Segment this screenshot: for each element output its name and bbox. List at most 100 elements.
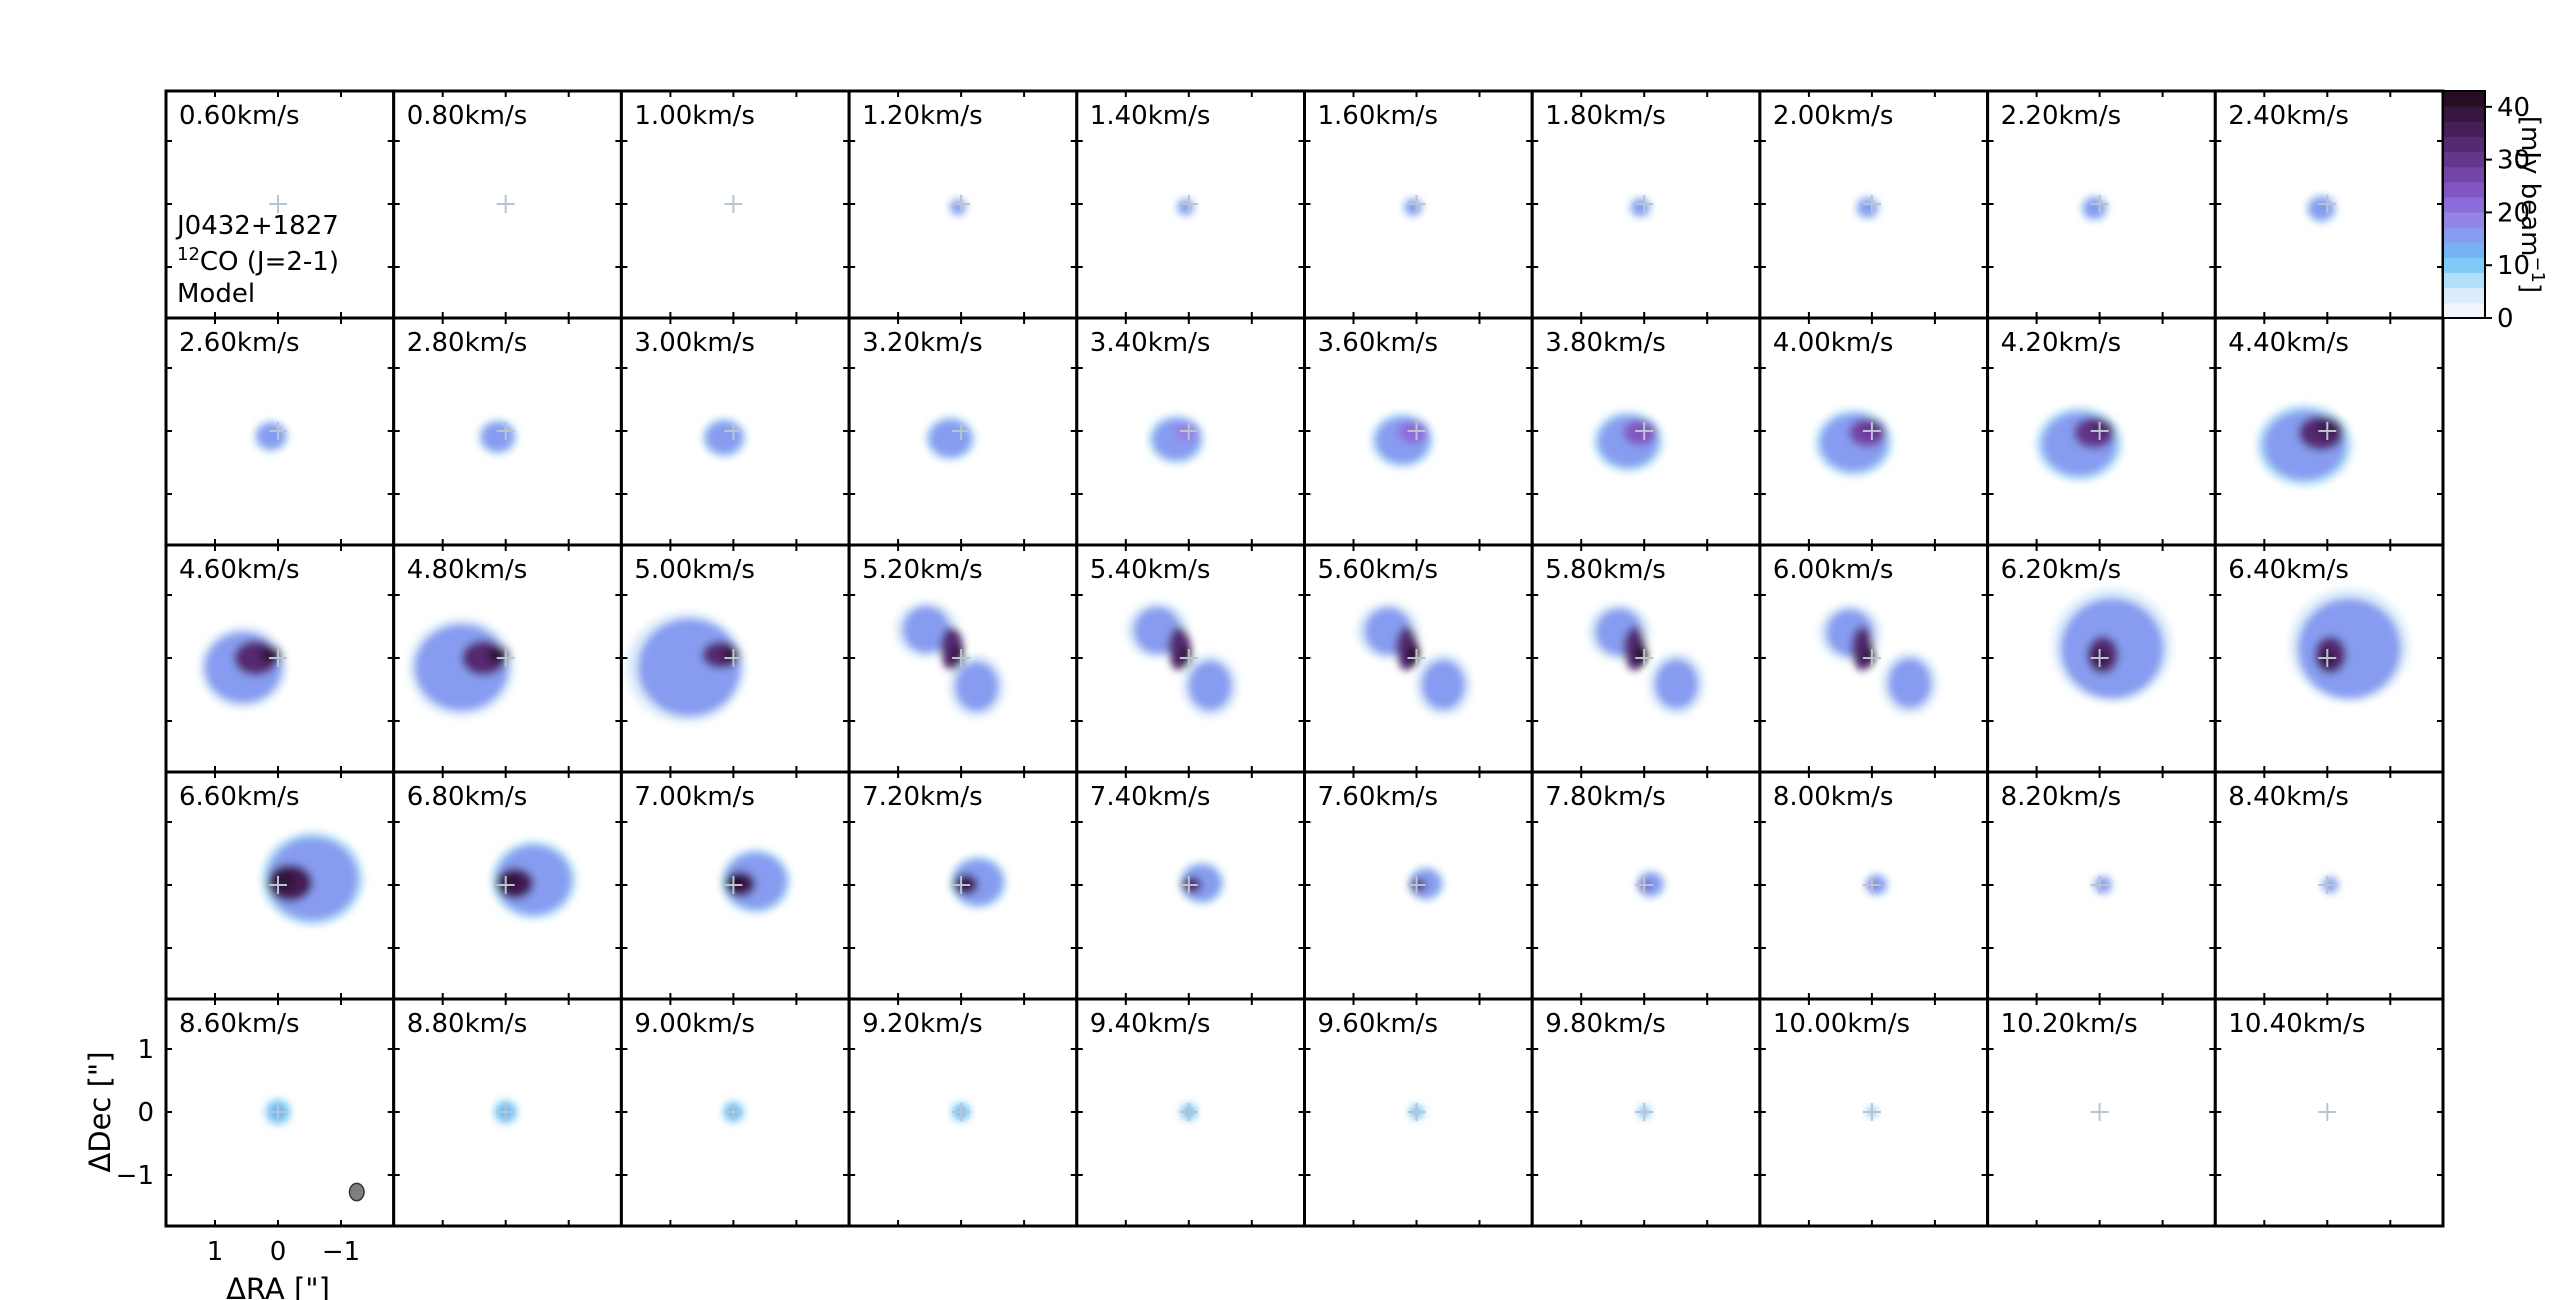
phase-center-marker [269, 649, 287, 667]
colorbar-label-superscript: −1 [2527, 256, 2548, 283]
colorbar-segment [2443, 227, 2485, 243]
line-isotope-superscript: 12 [177, 244, 200, 265]
phase-center-marker [1179, 649, 1198, 667]
channel-velocity-label: 1.00km/s [634, 101, 755, 131]
channel-panel: 7.80km/s [1530, 770, 1762, 1001]
phase-center-marker [1179, 876, 1198, 894]
channel-panel: 4.60km/s [164, 543, 396, 774]
phase-center-marker [2318, 649, 2337, 667]
emission-contour [721, 647, 740, 663]
x-axis-title: ΔRA ["] [226, 1272, 330, 1300]
emission-contour [1188, 660, 1233, 711]
emission [1176, 198, 1195, 217]
channel-panel: 2.80km/s [392, 316, 623, 547]
colorbar-tick-label: 30 [2497, 146, 2530, 176]
phase-center-marker [2090, 195, 2109, 213]
channel-velocity-label: 3.00km/s [634, 328, 755, 358]
emission [925, 416, 975, 461]
phase-center-marker [496, 1103, 515, 1121]
line-transition: CO (J=2-1) [200, 247, 339, 277]
emission-contour [1631, 198, 1650, 217]
emission-contour [951, 643, 965, 667]
emission [254, 420, 288, 452]
phase-center-marker [1635, 422, 1654, 440]
emission-contour [705, 420, 743, 455]
phase-center-marker [496, 422, 515, 440]
channel-velocity-label: 8.00km/s [1773, 782, 1894, 812]
channel-velocity-label: 5.20km/s [862, 555, 983, 585]
line-label: 12CO (J=2-1) [177, 244, 339, 277]
channel-velocity-label: 6.40km/s [2228, 555, 2349, 585]
channel-velocity-label: 3.40km/s [1090, 328, 1211, 358]
phase-center-marker [2318, 195, 2337, 213]
axes: 1 0 −1 1 0 −1 ΔRA ["] ΔDec ["] [83, 1035, 360, 1300]
channel-velocity-label: 10.20km/s [2001, 1009, 2138, 1039]
phase-center-marker [2090, 649, 2109, 667]
emission [408, 617, 515, 718]
emission [2289, 588, 2410, 703]
channel-panel: 4.80km/s [392, 543, 623, 774]
channel-panel: 10.00km/s [1758, 997, 1990, 1228]
emission [1356, 602, 1472, 717]
phase-center-marker [724, 649, 743, 667]
emission [894, 601, 1006, 718]
channel-panel: 4.20km/s [1986, 316, 2217, 547]
phase-center-marker [952, 195, 971, 213]
phase-center-marker [1635, 195, 1654, 213]
channel-panel: 3.80km/s [1530, 316, 1762, 547]
channel-panel: 3.20km/s [847, 316, 1079, 547]
emission-contour [2297, 598, 2401, 699]
emission [1629, 197, 1651, 218]
y-axis-title: ΔDec ["] [83, 1051, 117, 1172]
emission-contour [1407, 643, 1420, 667]
phase-center-marker [2318, 876, 2337, 894]
emission-contour [1634, 643, 1648, 667]
x-tick-label: 1 [207, 1237, 224, 1267]
phase-center-marker [1407, 422, 1426, 440]
channel-velocity-label: 5.60km/s [1318, 555, 1439, 585]
emission-contour [498, 872, 520, 892]
emission [2052, 588, 2172, 703]
channel-velocity-label: 2.80km/s [407, 328, 528, 358]
colorbar-label: [mJy beam−1] [2515, 116, 2548, 293]
channel-panel: 8.00km/s [1758, 770, 1990, 1001]
emission [2306, 194, 2337, 223]
emission-contour [726, 874, 745, 891]
emission [702, 418, 746, 458]
channel-panel: 2.20km/s [1986, 89, 2217, 320]
channel-panel: 3.60km/s [1303, 316, 1534, 547]
phase-center-marker [724, 1103, 743, 1121]
phase-center-marker [269, 1103, 287, 1121]
colorbar-segment [2443, 121, 2485, 137]
phase-center-marker [952, 1103, 971, 1121]
phase-center-marker [2090, 1103, 2109, 1121]
channel-panel: 7.20km/s [847, 770, 1079, 1001]
emission [1408, 867, 1444, 901]
emission [1371, 413, 1434, 468]
channel-panel: 2.60km/s [164, 316, 396, 547]
channel-panel: 2.40km/s [2213, 89, 2445, 320]
emission [478, 419, 517, 455]
channel-velocity-label: 6.20km/s [2001, 555, 2122, 585]
emission-contour [954, 661, 999, 712]
channel-velocity-label: 1.20km/s [862, 101, 983, 131]
channel-panel: 7.00km/s [619, 770, 851, 1001]
channel-velocity-label: 8.40km/s [2228, 782, 2349, 812]
channel-velocity-label: 9.40km/s [1090, 1009, 1211, 1039]
channel-panel: 1.40km/s [1075, 89, 1307, 320]
phase-center-marker [1407, 195, 1426, 213]
colorbar-segment [2443, 106, 2485, 122]
channel-panel: 9.00km/s [619, 997, 851, 1228]
channel-velocity-label: 4.80km/s [407, 555, 528, 585]
phase-center-marker [1179, 1103, 1198, 1121]
channel-panel: 4.00km/s [1758, 316, 1990, 547]
emission-contour [1857, 198, 1878, 218]
colorbar-segment [2443, 272, 2485, 289]
channel-panel: 3.00km/s [619, 316, 851, 547]
emission-contour [1177, 199, 1194, 215]
emission-contour [1421, 659, 1466, 710]
emission [1855, 196, 1880, 219]
channel-velocity-label: 1.40km/s [1090, 101, 1211, 131]
channel-panel: 10.40km/s [2213, 997, 2445, 1228]
colorbar-tick-label: 0 [2497, 304, 2514, 334]
